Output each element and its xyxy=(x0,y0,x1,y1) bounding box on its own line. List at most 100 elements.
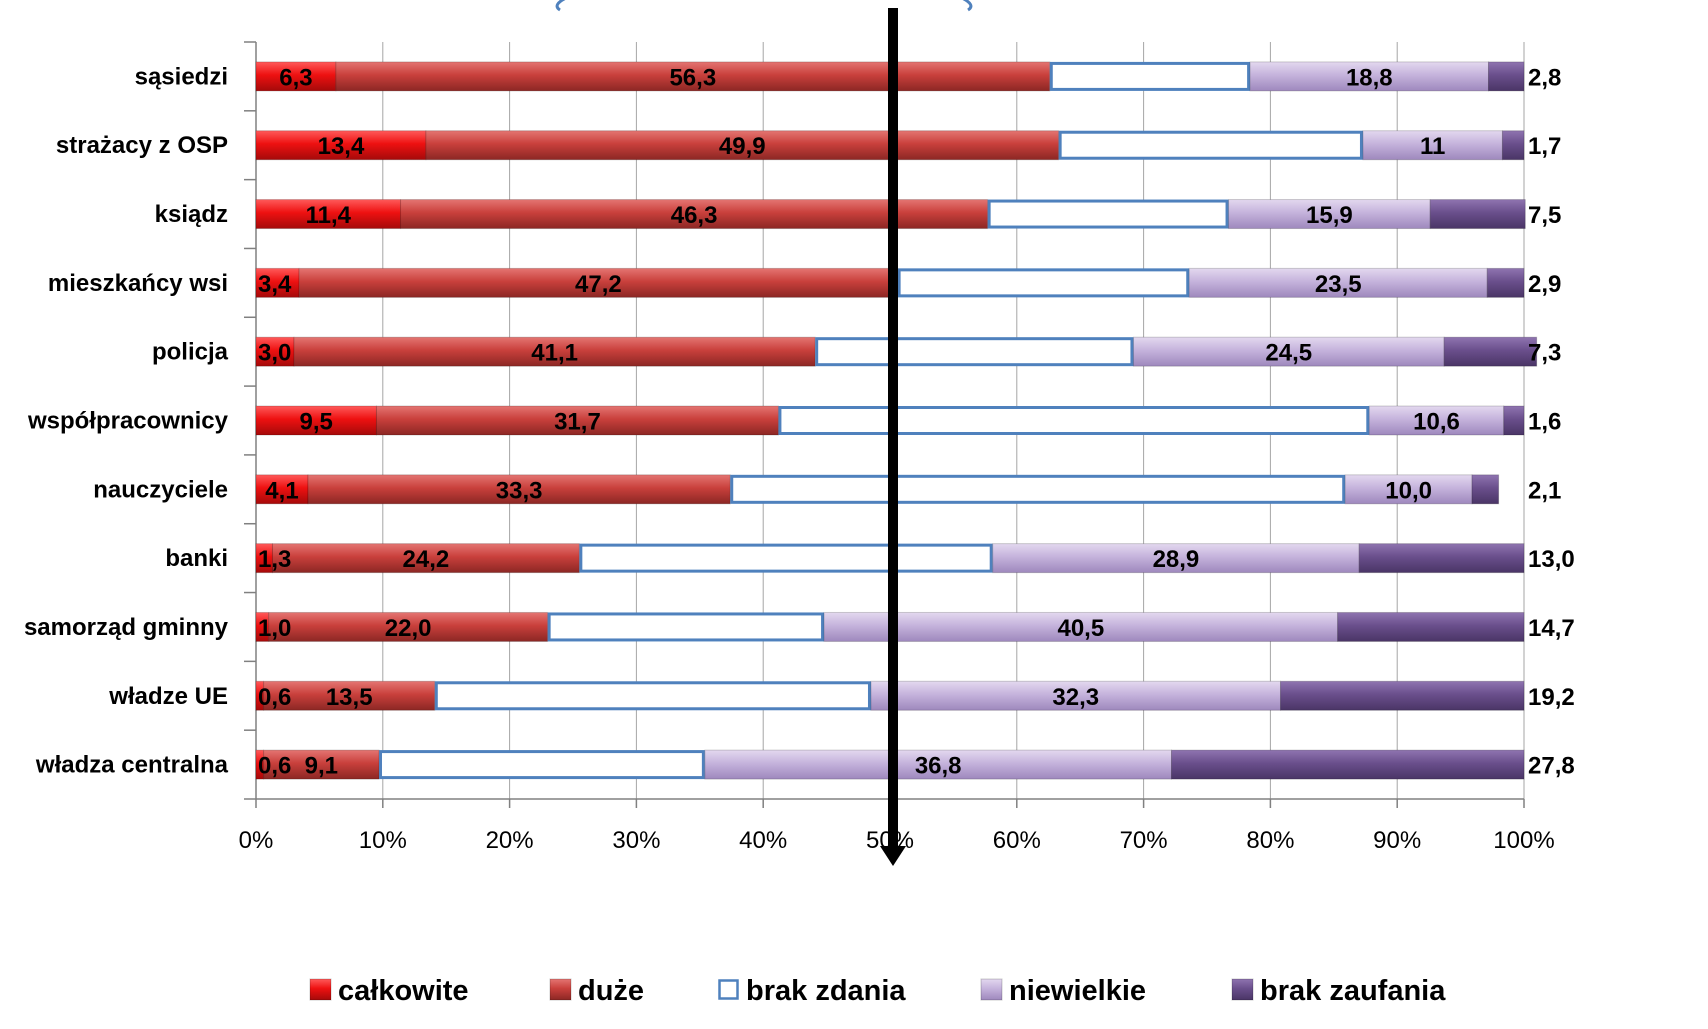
title-decor xyxy=(555,0,973,12)
category-label: strażacy z OSP xyxy=(56,132,228,159)
data-label: 1,6 xyxy=(1528,409,1561,436)
data-label: 41,1 xyxy=(531,340,578,367)
marker-arrowhead xyxy=(880,846,906,866)
data-label: 14,7 xyxy=(1528,615,1575,642)
data-label: 1,3 xyxy=(258,546,291,573)
data-label: 49,9 xyxy=(719,133,766,160)
data-label: 4,1 xyxy=(265,477,298,504)
data-label: 24,2 xyxy=(403,546,450,573)
data-label: 32,3 xyxy=(1052,684,1099,711)
bar-segment xyxy=(1170,749,1525,780)
x-tick-label: 40% xyxy=(739,827,787,854)
bar-segment xyxy=(1429,199,1526,230)
x-tick-label: 100% xyxy=(1493,827,1554,854)
x-tick-label: 20% xyxy=(486,827,534,854)
category-label: samorząd gminny xyxy=(24,614,229,641)
bar-segment xyxy=(255,474,309,505)
category-label: ksiądz xyxy=(155,201,228,228)
x-tick-labels: 0%10%20%30%40%50%60%70%80%90%100% xyxy=(239,827,1555,854)
data-label: 18,8 xyxy=(1346,64,1393,91)
bar-segment xyxy=(263,680,436,711)
data-label: 13,4 xyxy=(318,133,365,160)
category-labels: sąsiedzi strażacy z OSP ksiądz mieszkańcy w… xyxy=(24,63,229,778)
x-tick-label: 80% xyxy=(1246,827,1294,854)
data-label: 2,8 xyxy=(1528,64,1561,91)
bar-segment xyxy=(378,750,705,780)
legend-swatch xyxy=(718,979,739,1000)
bar-segment xyxy=(1358,543,1525,574)
data-label: 10,6 xyxy=(1413,409,1460,436)
bar-segment xyxy=(255,61,337,92)
legend: całkowite duże brak zdania niewielkie brak z… xyxy=(309,975,1446,1007)
data-label: 24,5 xyxy=(1265,340,1312,367)
bar-segment xyxy=(1049,61,1251,91)
data-label: 33,3 xyxy=(496,477,543,504)
bar-segment xyxy=(1188,267,1488,298)
category-label: policja xyxy=(152,339,229,366)
bar-segment xyxy=(255,267,300,298)
data-label: 23,5 xyxy=(1315,271,1362,298)
data-label: 10,0 xyxy=(1385,477,1432,504)
data-label: 15,9 xyxy=(1306,202,1353,229)
bar-segment xyxy=(1362,130,1503,161)
legend-label: brak zaufania xyxy=(1260,975,1446,1007)
data-label: 1,7 xyxy=(1528,133,1561,160)
bar-segment xyxy=(1503,405,1525,436)
bar-segment xyxy=(293,336,816,367)
data-label: 13,0 xyxy=(1528,546,1575,573)
data-label: 22,0 xyxy=(385,615,432,642)
category-label: władza centralna xyxy=(35,752,229,779)
data-label: 11,4 xyxy=(306,202,352,229)
data-label: 2,9 xyxy=(1528,271,1561,298)
data-label: 27,8 xyxy=(1528,753,1575,780)
data-label: 3,0 xyxy=(258,340,291,367)
bar-segment xyxy=(1058,130,1363,160)
bar-segment xyxy=(1471,474,1500,505)
bar-segment xyxy=(271,543,580,574)
x-tick-label: 0% xyxy=(239,827,274,854)
bar-segment xyxy=(263,749,380,780)
data-label: 0,6 xyxy=(258,753,291,780)
legend-label: duże xyxy=(578,975,644,1007)
legend-swatch xyxy=(980,978,1003,1001)
data-label: 6,3 xyxy=(279,64,312,91)
bar-segment xyxy=(778,406,1370,435)
legend-label: niewielkie xyxy=(1009,975,1146,1007)
bar-segment xyxy=(255,405,377,436)
bar-segment xyxy=(255,336,295,367)
data-label: 2,1 xyxy=(1528,477,1561,504)
bar-segment xyxy=(547,612,825,642)
data-label: 19,2 xyxy=(1528,684,1575,711)
legend-swatch xyxy=(309,978,332,1001)
bar-segment xyxy=(730,474,1346,504)
data-label: 56,3 xyxy=(669,64,716,91)
bar-segment xyxy=(897,268,1190,298)
bar-segment xyxy=(1344,474,1473,505)
category-label: sąsiedzi xyxy=(135,63,228,90)
bar-segment xyxy=(425,130,1060,161)
bar-segment xyxy=(1443,336,1538,367)
data-label: 7,3 xyxy=(1528,340,1561,367)
bar-segment xyxy=(579,543,993,573)
data-label: 3,4 xyxy=(258,271,292,298)
x-tick-label: 70% xyxy=(1120,827,1168,854)
bar-segment xyxy=(987,199,1229,229)
bar-segment xyxy=(335,61,1051,92)
legend-swatch xyxy=(549,978,572,1001)
legend-swatch xyxy=(1231,978,1254,1001)
data-label: 31,7 xyxy=(554,409,601,436)
x-tick-label: 90% xyxy=(1373,827,1421,854)
bar-labels: 6,3 56,3 18,8 2,8 13,4 49,9 11 1,7 11,4 46,3 15,9 7… xyxy=(258,64,1575,779)
bar-segment xyxy=(268,611,549,642)
data-label: 11 xyxy=(1420,133,1445,160)
title-paren-right xyxy=(962,0,973,12)
bar-segment xyxy=(434,681,871,711)
category-label: władze UE xyxy=(108,683,228,710)
data-label: 36,8 xyxy=(915,753,962,780)
bar-segment xyxy=(992,543,1360,574)
bar-segment xyxy=(255,199,402,230)
data-label: 40,5 xyxy=(1057,615,1104,642)
x-tick-label: 10% xyxy=(359,827,407,854)
bar-segment xyxy=(1486,267,1525,298)
